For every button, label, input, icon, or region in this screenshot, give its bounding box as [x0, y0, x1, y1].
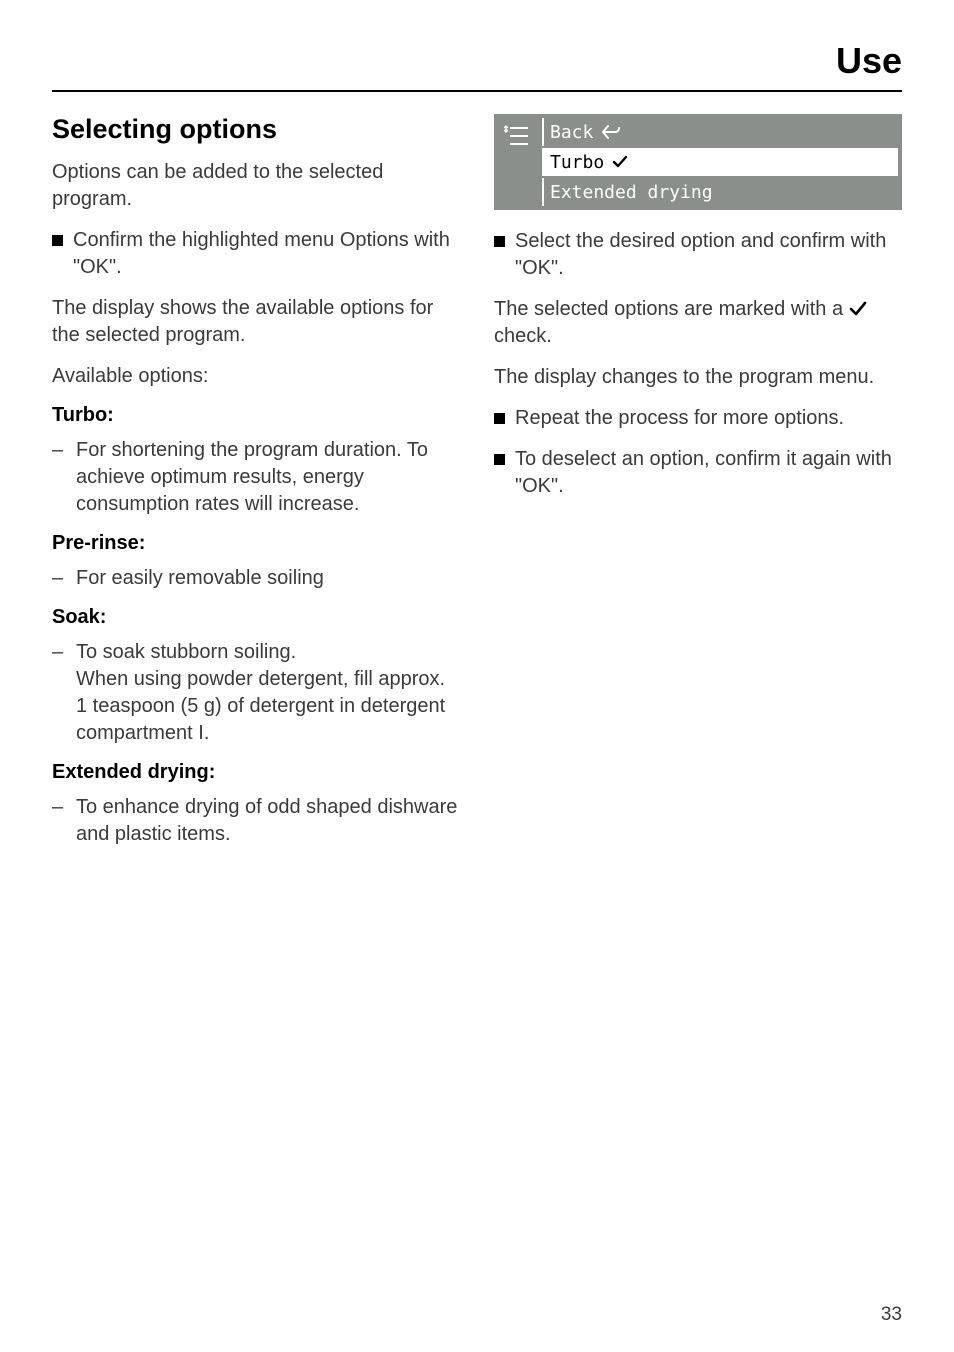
turbo-heading: Turbo: [52, 404, 460, 427]
bullet-deselect: To deselect an option, confirm it again … [494, 446, 902, 500]
content-columns: Selecting options Options can be added t… [52, 114, 902, 862]
intro-paragraph: Options can be added to the selected pro… [52, 159, 460, 213]
display-inner: Back Turbo Extended drying [498, 118, 898, 206]
bullet-select: Select the desired option and confirm wi… [494, 228, 902, 282]
appliance-display: Back Turbo Extended drying [494, 114, 902, 210]
display-row-extended-drying: Extended drying [542, 178, 898, 206]
available-options-label: Available options: [52, 363, 460, 390]
square-bullet-icon [494, 236, 505, 247]
display-row-label: Extended drying [550, 182, 713, 203]
square-bullet-icon [494, 413, 505, 424]
bullet-repeat: Repeat the process for more options. [494, 405, 902, 432]
turbo-item: – For shortening the program duration. T… [52, 437, 460, 518]
display-changes-paragraph: The display changes to the program menu. [494, 364, 902, 391]
square-bullet-icon [494, 454, 505, 465]
dash-icon: – [52, 437, 66, 464]
display-shows-paragraph: The display shows the available options … [52, 295, 460, 349]
check-icon [849, 301, 867, 317]
bullet-text: To deselect an option, confirm it again … [515, 446, 902, 500]
display-row-label: Back [550, 122, 593, 143]
right-column: Back Turbo Extended drying [494, 114, 902, 862]
page: Use Selecting options Options can be add… [0, 0, 954, 1352]
back-arrow-icon [601, 124, 621, 140]
section-heading: Selecting options [52, 114, 460, 145]
soak-heading: Soak: [52, 606, 460, 629]
dash-icon: – [52, 639, 66, 666]
bullet-text: Confirm the highlighted menu Options wit… [73, 227, 460, 281]
left-column: Selecting options Options can be added t… [52, 114, 460, 862]
display-row-turbo: Turbo [542, 148, 898, 176]
prerinse-item: – For easily removable soiling [52, 565, 460, 592]
bullet-text: Select the desired option and confirm wi… [515, 228, 902, 282]
marked-paragraph: The selected options are marked with a c… [494, 296, 902, 350]
soak-text: To soak stubborn soiling. When using pow… [76, 639, 460, 747]
display-row-back: Back [542, 118, 898, 146]
prerinse-text: For easily removable soiling [76, 565, 324, 592]
bullet-text: Repeat the process for more options. [515, 405, 844, 432]
square-bullet-icon [52, 235, 63, 246]
extdry-item: – To enhance drying of odd shaped dishwa… [52, 794, 460, 848]
options-menu-icon [504, 124, 532, 148]
page-number: 33 [881, 1304, 902, 1326]
marked-suffix: check. [494, 325, 552, 347]
page-header: Use [52, 40, 902, 92]
prerinse-heading: Pre-rinse: [52, 532, 460, 555]
display-menu-icon [498, 118, 538, 206]
soak-item: – To soak stubborn soiling. When using p… [52, 639, 460, 747]
turbo-text: For shortening the program duration. To … [76, 437, 460, 518]
display-rows: Back Turbo Extended drying [542, 118, 898, 206]
dash-icon: – [52, 565, 66, 592]
extdry-text: To enhance drying of odd shaped dishware… [76, 794, 460, 848]
check-icon [612, 155, 628, 169]
bullet-confirm: Confirm the highlighted menu Options wit… [52, 227, 460, 281]
marked-prefix: The selected options are marked with a [494, 298, 849, 320]
display-row-label: Turbo [550, 152, 604, 173]
dash-icon: – [52, 794, 66, 821]
extdry-heading: Extended drying: [52, 761, 460, 784]
header-title: Use [836, 40, 902, 81]
